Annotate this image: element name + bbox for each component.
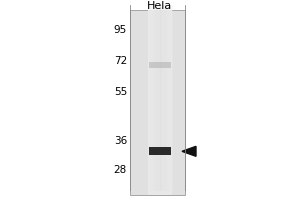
Text: 72: 72 (114, 56, 127, 66)
Text: 95: 95 (114, 25, 127, 35)
Text: Hela: Hela (147, 1, 172, 11)
Bar (149, 62, 171, 68)
Text: 55: 55 (114, 87, 127, 97)
Text: 28: 28 (114, 165, 127, 175)
Bar (148, 10, 172, 195)
Polygon shape (182, 146, 196, 156)
Bar (130, 10, 185, 195)
Bar (149, 147, 171, 155)
Text: 36: 36 (114, 136, 127, 146)
